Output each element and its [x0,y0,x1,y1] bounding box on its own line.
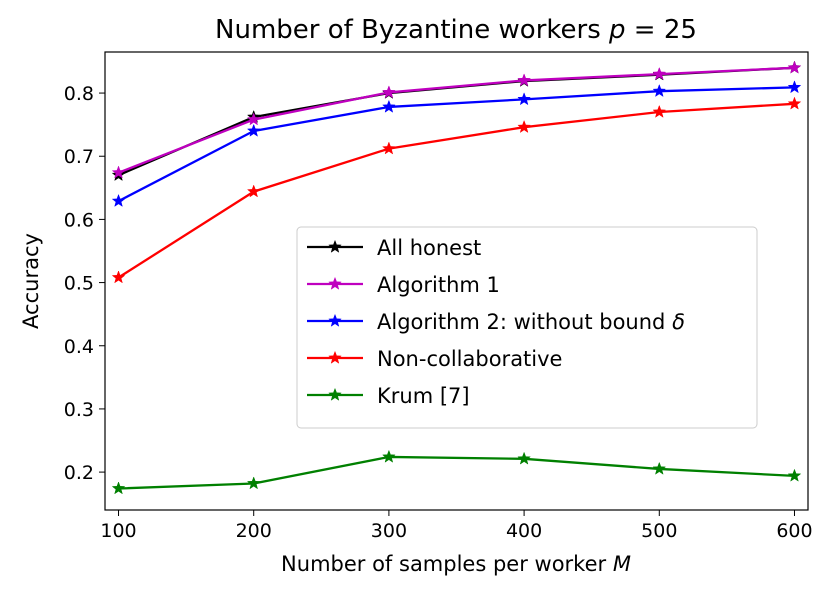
legend-swatch-marker [328,350,342,364]
series-point-3 [517,119,531,134]
series-point-3 [382,141,396,155]
series-point-2 [652,83,667,98]
series-point-1 [246,112,261,126]
legend-swatch-marker [328,239,342,253]
series-line-0 [118,66,795,177]
x-tick-label: 300 [371,520,407,542]
series-point-2 [787,80,802,94]
x-tick-label: 600 [776,520,812,542]
legend-label: Algorithm 2: without bound δ [377,310,685,334]
y-tick-label: 0.2 [64,462,94,484]
series-point-3 [111,270,126,284]
series-point-2 [517,92,531,106]
legend-label: All honest [377,236,481,260]
series-point-3 [787,96,802,110]
y-tick-label: 0.6 [64,209,94,231]
series-point-2 [246,123,261,137]
legend-swatch-marker [328,276,342,290]
y-tick-label: 0.4 [64,336,94,358]
series-line-3 [117,102,795,279]
series-point-1 [652,66,667,80]
series-line-2 [117,86,795,203]
legend: All honest Algorithm 1 Algorithm 2: withou… [296,226,758,429]
y-tick-label: 0.3 [64,399,94,421]
y-axis-label: Accuracy [19,233,43,329]
x-tick-label: 100 [100,520,136,542]
x-tick-label: 200 [236,520,272,542]
series-point-1 [787,60,802,74]
series-point-4 [652,461,667,475]
x-tick-label: 400 [506,520,542,542]
legend-label: Algorithm 1 [377,273,500,297]
series-point-1 [382,85,396,99]
y-tick-label: 0.5 [64,273,94,295]
x-axis-label: Number of samples per worker M [281,552,631,576]
legend-swatch-marker [328,313,342,327]
chart-title: Number of Byzantine workers p = 25 [215,15,697,45]
plot-area: 100 200 300 400 500 600 0.2 0.3 0.4 0.5 0.6 0.7 0.8 [64,60,813,542]
series-point-4 [787,468,802,482]
y-tick-label: 0.7 [64,146,94,168]
plot-frame [104,51,809,511]
series-point-4 [246,476,261,490]
y-tick-label: 0.8 [64,83,94,105]
series-point-2 [382,99,396,113]
series-point-4 [382,449,396,463]
legend-box [296,226,758,429]
series-point-1 [517,73,531,87]
series-line-4 [118,455,795,490]
legend-swatch-marker [328,387,342,401]
legend-label: Non-collaborative [377,347,562,371]
series-point-4 [517,451,531,465]
series-point-4 [111,481,126,495]
series-line-1 [118,66,795,174]
series-point-3 [246,184,261,198]
x-tick-label: 500 [641,520,677,542]
series-point-2 [111,193,126,207]
series-point-1 [111,165,126,179]
series-point-3 [652,104,667,118]
legend-label: Krum [7] [377,384,470,408]
